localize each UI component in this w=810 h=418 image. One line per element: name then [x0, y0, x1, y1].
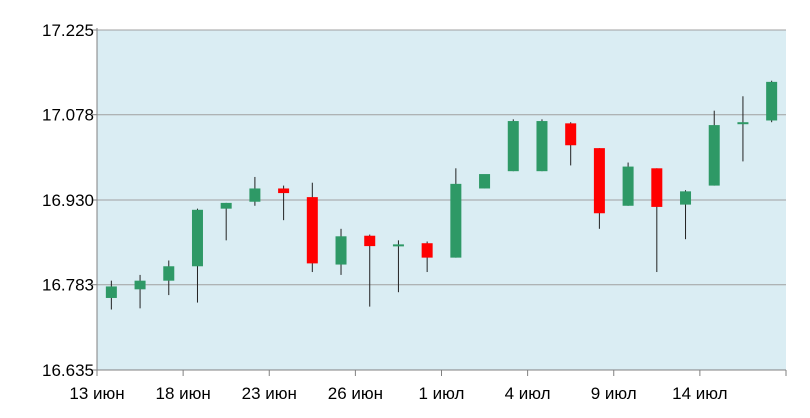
candle-body [507, 121, 519, 172]
x-tick-label: 14 июл [672, 384, 727, 403]
axes [92, 28, 787, 376]
y-tick-label: 16.635 [42, 361, 94, 380]
candle-body [479, 174, 491, 189]
y-tick-label: 17.225 [42, 21, 94, 40]
candle-body [163, 266, 175, 281]
candle [134, 274, 146, 309]
candle [565, 122, 577, 166]
x-tick-label: 23 июн [242, 384, 297, 403]
candle [593, 148, 605, 229]
y-tick-label: 17.078 [42, 106, 94, 125]
candle [335, 228, 347, 275]
candle-body [278, 188, 290, 194]
candle [708, 110, 720, 186]
candle-body [220, 202, 232, 209]
candle [421, 241, 433, 273]
candle-body [450, 183, 462, 258]
candle-body [680, 191, 692, 205]
candle [249, 176, 261, 206]
candle-body [766, 81, 778, 121]
candle-body [364, 235, 376, 247]
candle-body [421, 243, 433, 258]
candle [479, 174, 491, 189]
candle-body [306, 197, 318, 264]
candle [306, 182, 318, 273]
x-tick-label: 13 июн [69, 384, 124, 403]
x-tick-label: 26 июн [328, 384, 383, 403]
candles [105, 80, 778, 310]
candle-body [335, 236, 347, 265]
x-tick-label: 1 июл [419, 384, 465, 403]
candle [536, 119, 548, 172]
y-tick-labels: 16.635 16.783 16.930 17.078 17.225 [42, 21, 94, 380]
candle [766, 80, 778, 123]
candle [191, 208, 203, 303]
x-tick-label: 4 июл [505, 384, 551, 403]
candle [680, 190, 692, 240]
gridlines [97, 29, 786, 286]
candle [163, 260, 175, 296]
y-tick-label: 16.783 [42, 276, 94, 295]
candle-body [565, 123, 577, 146]
candle [278, 185, 290, 221]
candle-body [249, 188, 261, 202]
candle-body [392, 244, 404, 247]
y-tick-label: 16.930 [42, 191, 94, 210]
candle [507, 119, 519, 172]
candle [450, 168, 462, 258]
candle [392, 240, 404, 293]
candle [651, 168, 663, 273]
candle-body [536, 121, 548, 172]
candle-body [134, 280, 146, 290]
candle [622, 162, 634, 206]
candle-body [105, 286, 117, 298]
candle-body [708, 125, 720, 186]
candle-body [737, 122, 749, 125]
candle [737, 96, 749, 162]
candle-body [651, 168, 663, 207]
x-tick-label: 18 июн [155, 384, 210, 403]
x-tick-labels: 13 июн 18 июн 23 июн 26 июн 1 июл 4 июл 9 июл 1… [69, 384, 727, 403]
candle-body [191, 209, 203, 267]
x-tick-label: 9 июл [591, 384, 637, 403]
candle-body [622, 166, 634, 206]
candle [220, 202, 232, 241]
candle [364, 234, 376, 307]
candle-body [593, 148, 605, 214]
candle [105, 280, 117, 310]
